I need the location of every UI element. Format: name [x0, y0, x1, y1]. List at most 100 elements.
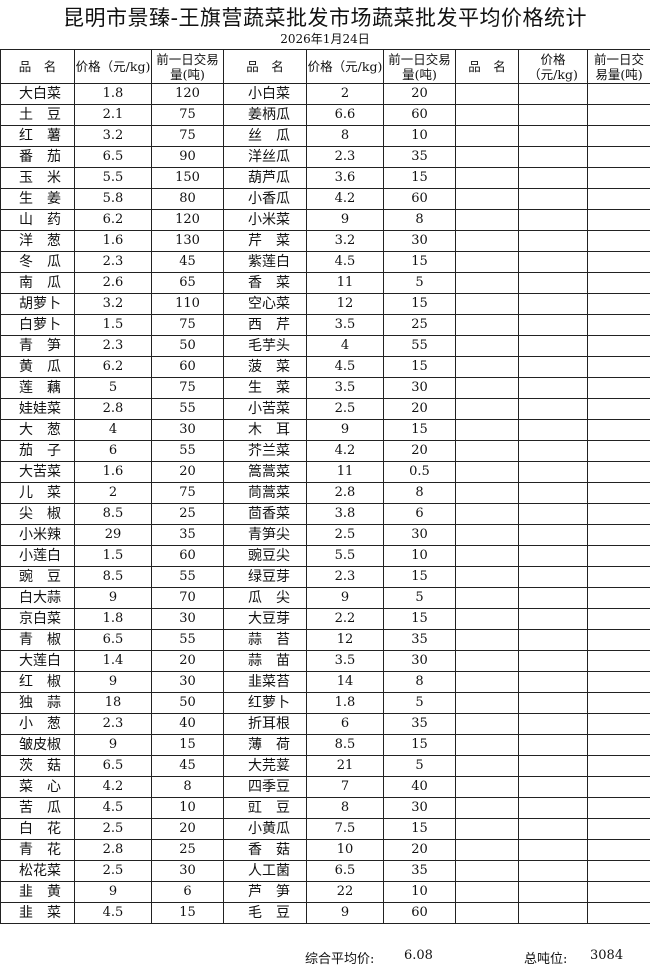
empty-cell	[588, 252, 650, 273]
cell-volume: 25	[384, 315, 456, 336]
empty-cell	[519, 273, 588, 294]
cell-volume: 20	[384, 840, 456, 861]
cell-price: 4.5	[75, 798, 152, 819]
cell-volume: 50	[152, 336, 224, 357]
cell-name: 莲 藕	[1, 378, 75, 399]
empty-cell	[519, 630, 588, 651]
cell-price: 3.5	[307, 315, 384, 336]
empty-cell	[456, 609, 519, 630]
cell-price: 4.2	[75, 777, 152, 798]
empty-cell	[588, 735, 650, 756]
cell-price: 2	[75, 483, 152, 504]
cell-name: 毛 豆	[224, 903, 307, 924]
cell-name: 小莲白	[1, 546, 75, 567]
empty-cell	[588, 399, 650, 420]
cell-name: 独 蒜	[1, 693, 75, 714]
empty-cell	[588, 462, 650, 483]
cell-volume: 15	[384, 735, 456, 756]
empty-cell	[456, 420, 519, 441]
cell-name: 皱皮椒	[1, 735, 75, 756]
cell-price: 1.5	[75, 315, 152, 336]
empty-cell	[588, 903, 650, 924]
cell-price: 7.5	[307, 819, 384, 840]
cell-volume: 150	[152, 168, 224, 189]
cell-price: 12	[307, 630, 384, 651]
header-name: 品 名	[224, 50, 307, 84]
empty-cell	[456, 819, 519, 840]
empty-cell	[519, 903, 588, 924]
empty-cell	[456, 210, 519, 231]
cell-volume: 5	[384, 756, 456, 777]
empty-cell	[519, 861, 588, 882]
empty-cell	[519, 546, 588, 567]
empty-cell	[588, 504, 650, 525]
cell-name: 白大蒜	[1, 588, 75, 609]
cell-price: 9	[307, 210, 384, 231]
cell-name: 芥兰菜	[224, 441, 307, 462]
cell-volume: 20	[384, 84, 456, 105]
cell-volume: 30	[152, 609, 224, 630]
empty-cell	[456, 189, 519, 210]
empty-cell	[588, 630, 650, 651]
header-row: 品 名 价格（元/kg) 前一日交易量(吨) 品 名 价格（元/kg) 前一日交…	[1, 50, 650, 84]
empty-cell	[456, 336, 519, 357]
empty-cell	[456, 231, 519, 252]
cell-name: 红萝卜	[224, 693, 307, 714]
cell-price: 2.3	[75, 252, 152, 273]
cell-name: 大 葱	[1, 420, 75, 441]
cell-price: 4.5	[75, 903, 152, 924]
average-price-label: 综合平均价:	[305, 948, 374, 967]
header-name: 品 名	[456, 50, 519, 84]
cell-name: 红 薯	[1, 126, 75, 147]
empty-cell	[519, 882, 588, 903]
cell-price: 2	[307, 84, 384, 105]
empty-cell	[519, 420, 588, 441]
cell-price: 6.5	[75, 756, 152, 777]
cell-volume: 5	[384, 693, 456, 714]
cell-volume: 35	[384, 147, 456, 168]
cell-name: 洋丝瓜	[224, 147, 307, 168]
cell-volume: 80	[152, 189, 224, 210]
cell-name: 薄 荷	[224, 735, 307, 756]
cell-name: 四季豆	[224, 777, 307, 798]
empty-cell	[588, 420, 650, 441]
total-tonnage-value: 3084	[590, 948, 623, 963]
empty-cell	[456, 252, 519, 273]
cell-price: 3.5	[307, 378, 384, 399]
empty-cell	[519, 294, 588, 315]
cell-volume: 6	[152, 882, 224, 903]
cell-name: 大苦菜	[1, 462, 75, 483]
cell-name: 小米菜	[224, 210, 307, 231]
header-name: 品 名	[1, 50, 75, 84]
cell-volume: 75	[152, 378, 224, 399]
cell-name: 人工菌	[224, 861, 307, 882]
empty-cell	[519, 693, 588, 714]
cell-name: 小米辣	[1, 525, 75, 546]
empty-cell	[456, 294, 519, 315]
empty-cell	[519, 147, 588, 168]
cell-name: 篙蒿菜	[224, 462, 307, 483]
empty-cell	[456, 903, 519, 924]
cell-name: 茨 菇	[1, 756, 75, 777]
cell-volume: 15	[384, 819, 456, 840]
cell-price: 6.5	[75, 147, 152, 168]
empty-cell	[588, 672, 650, 693]
empty-cell	[456, 567, 519, 588]
empty-cell	[588, 588, 650, 609]
cell-price: 18	[75, 693, 152, 714]
empty-cell	[456, 399, 519, 420]
cell-name: 冬 瓜	[1, 252, 75, 273]
cell-name: 蒜 苔	[224, 630, 307, 651]
cell-name: 京白菜	[1, 609, 75, 630]
cell-name: 韭 菜	[1, 903, 75, 924]
cell-volume: 5	[384, 588, 456, 609]
